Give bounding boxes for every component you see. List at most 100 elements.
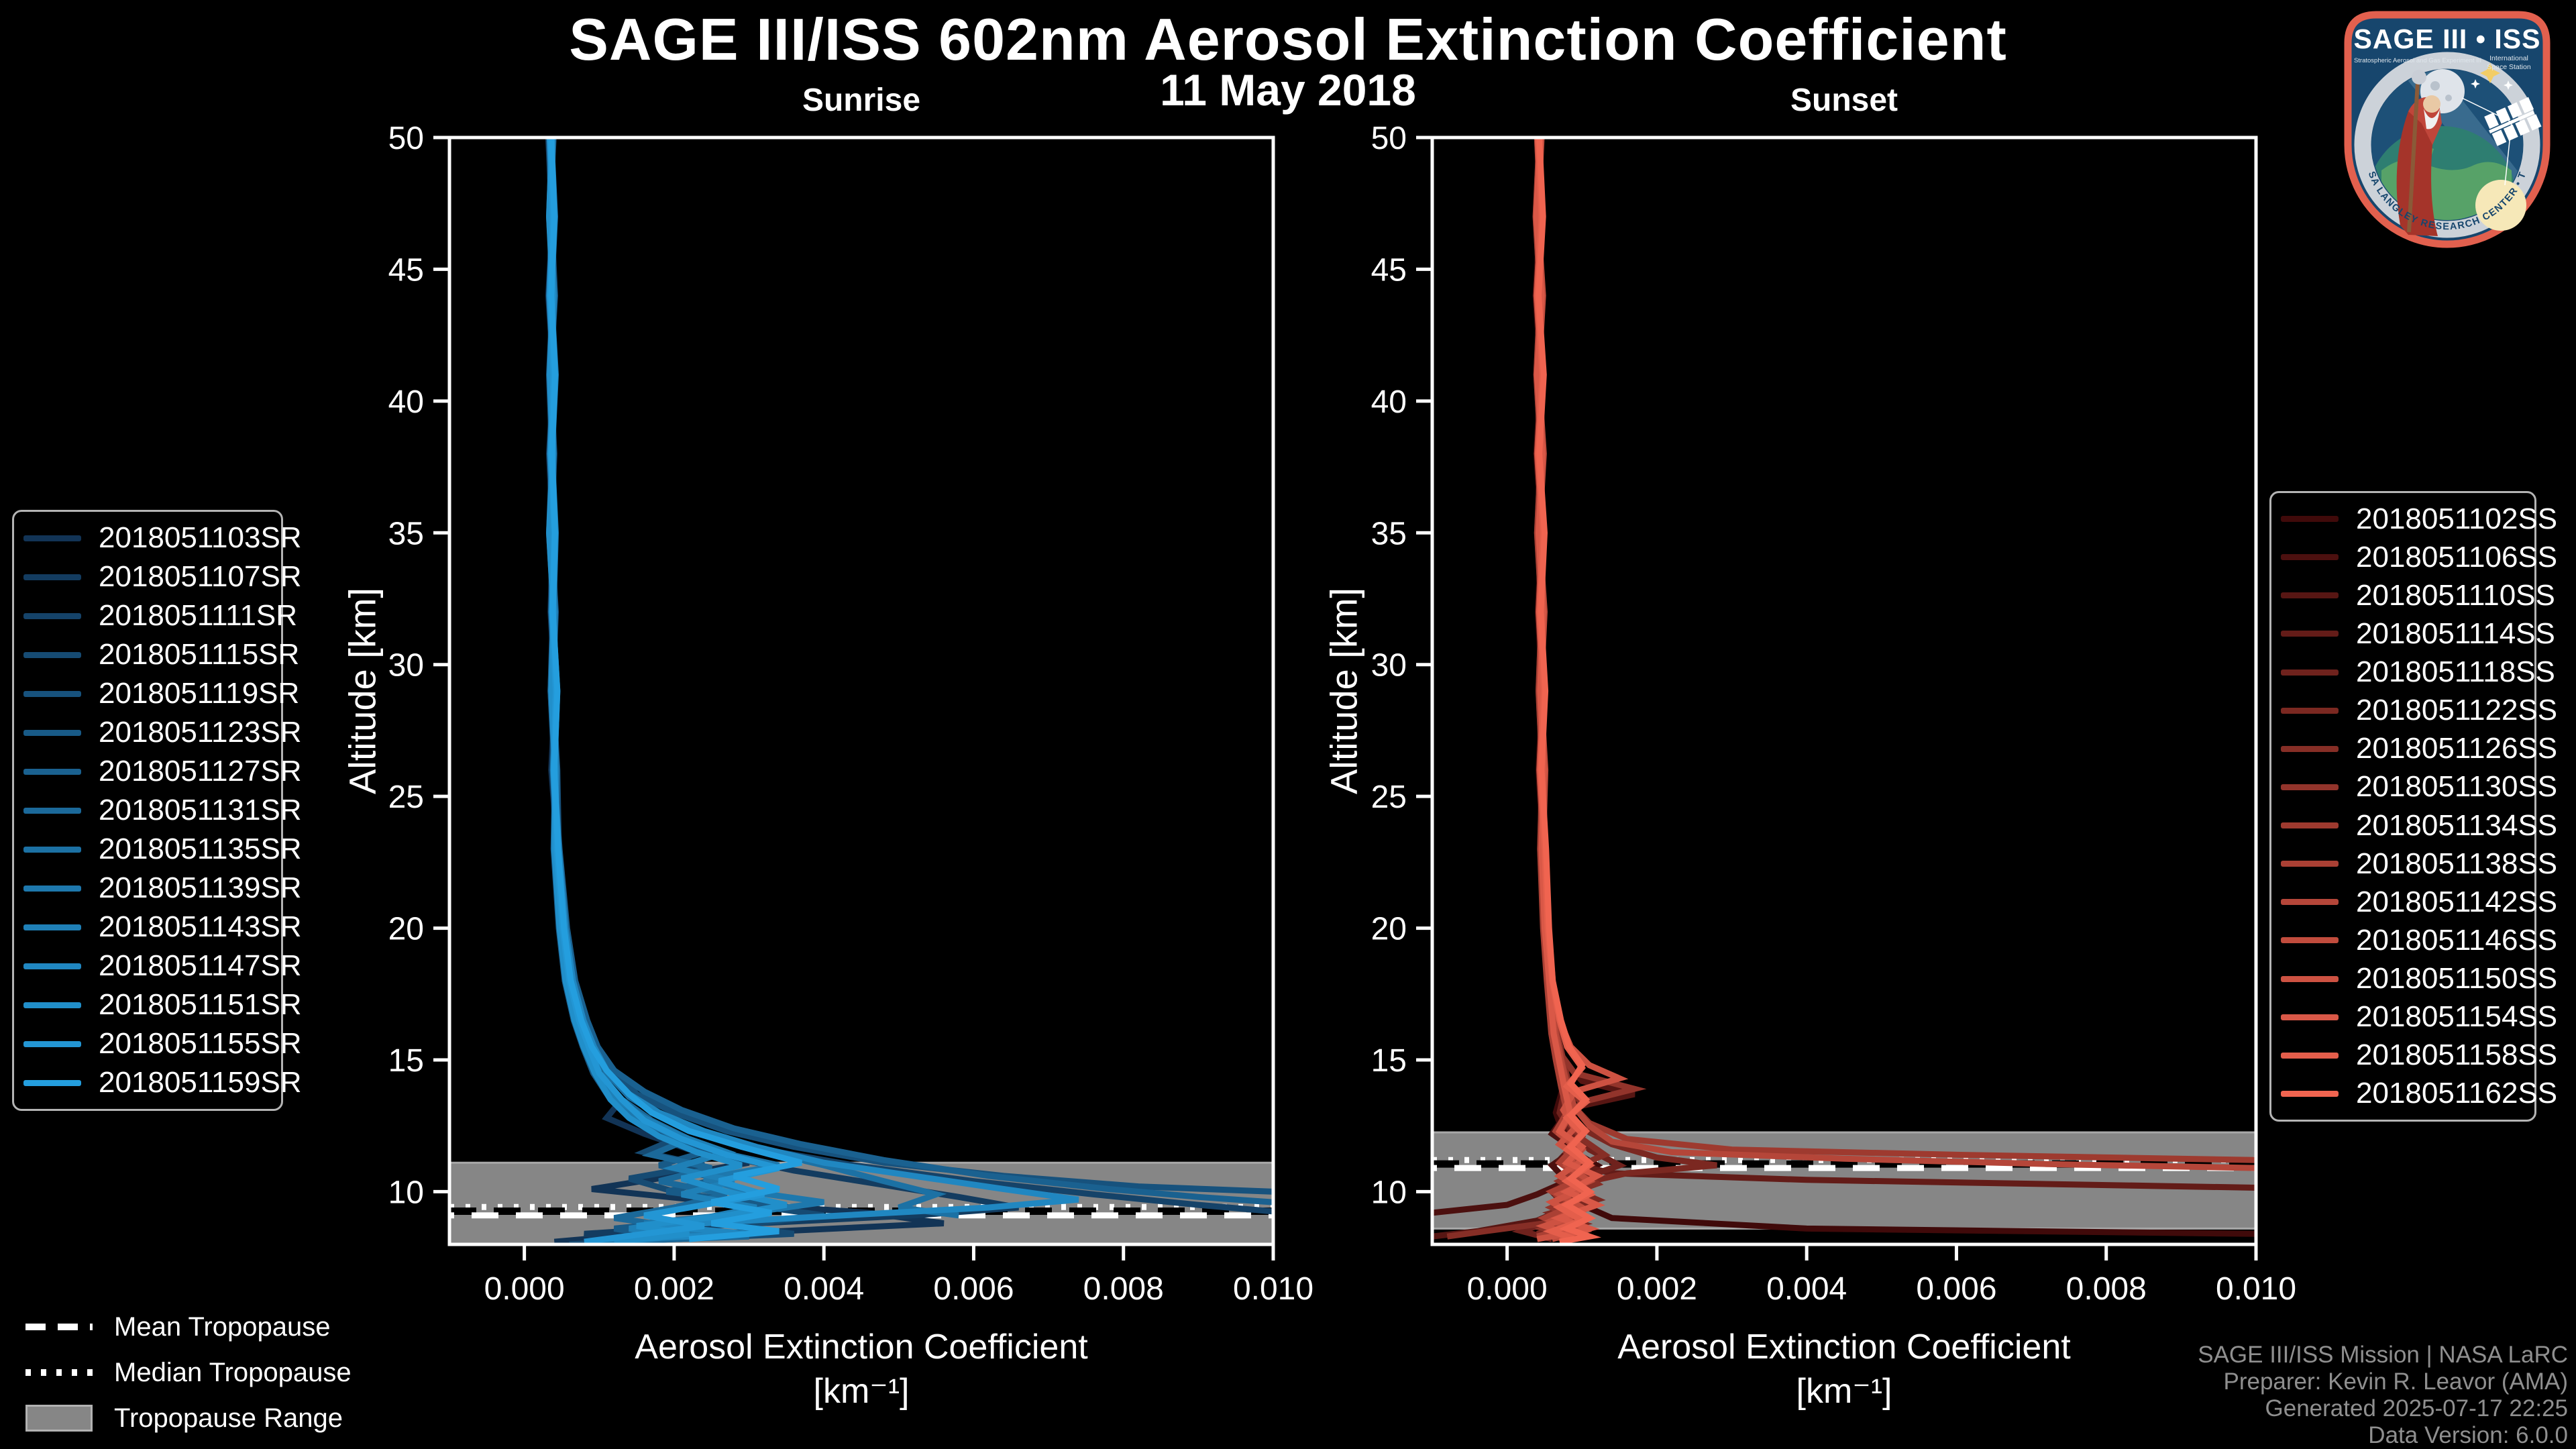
x-tick-label: 0.006 (933, 1271, 1014, 1307)
legend-swatch (23, 924, 81, 930)
iss-icon (2484, 97, 2542, 146)
y-tick-label: 10 (388, 1175, 424, 1210)
series-line (1535, 138, 1602, 1244)
legend-item: 2018051126SS (2281, 732, 2557, 765)
legend-swatch (2281, 554, 2339, 561)
legend-item: 2018051146SS (2281, 924, 2557, 957)
legend-label: 2018051111SR (99, 599, 298, 632)
legend-swatch (23, 574, 81, 580)
legend-label: 2018051122SS (2356, 694, 2558, 727)
panel-sunrise: 0.000 0.002 0.004 0.006 0.008 0.010 10 15 20 25 30… (388, 121, 1313, 1307)
series-line (1534, 138, 2256, 1163)
legend-swatch (2281, 861, 2339, 867)
sage-figure (2396, 70, 2442, 236)
legend-item: 2018051118SS (2281, 655, 2555, 689)
patch-title: SAGE III • ISS (2354, 23, 2541, 54)
legend-item: 2018051139SR (23, 871, 302, 905)
x-axis-unit-sunrise: [km⁻¹] (813, 1372, 910, 1411)
legend-sunset: 2018051102SS 2018051106SS 2018051110SS 2018… (2269, 491, 2557, 1122)
x-tick-label: 0.004 (784, 1271, 864, 1307)
legend-label: 2018051123SR (99, 716, 302, 749)
y-tick-label: 25 (388, 780, 424, 815)
patch-subtitle: Stratospheric Aerosol and Gas Experiment… (2354, 57, 2481, 64)
footer-mission: SAGE III/ISS Mission | NASA LaRC (2198, 1342, 2568, 1368)
series-line (545, 138, 788, 1244)
legend-item: 2018051142SS (2281, 885, 2557, 919)
footer-generated: Generated 2025-07-17 22:25 (2265, 1395, 2568, 1421)
legend-label: 2018051150SS (2356, 962, 2558, 996)
series-line (1533, 138, 1647, 1240)
legend-item-tropopause-range: Tropopause Range (25, 1403, 352, 1433)
figure-date: 11 May 2018 (1160, 65, 1416, 115)
tropopause-legend: Mean Tropopause Median Tropopause Tropop… (25, 1312, 352, 1433)
legend-swatch (2281, 1090, 2339, 1097)
x-tick-label: 0.008 (2066, 1271, 2147, 1307)
legend-swatch (23, 690, 81, 697)
legend-item: 2018051154SS (2281, 1000, 2557, 1034)
legend-item: 2018051131SR (23, 794, 302, 827)
legend-label: 2018051151SR (99, 988, 302, 1021)
panel-title-sunrise: Sunrise (802, 83, 921, 118)
x-tick-label: 0.002 (1617, 1271, 1697, 1307)
series-line (1532, 138, 2256, 1237)
legend-item: 2018051102SS (2281, 502, 2557, 536)
legend-sunrise: 2018051103SR 2018051107SR 2018051111SR 2018… (12, 510, 302, 1111)
legend-swatch (2281, 1052, 2339, 1059)
legend-label: 2018051138SS (2356, 847, 2558, 880)
legend-swatch (2281, 707, 2339, 714)
legend-swatch (2281, 784, 2339, 790)
legend-swatch (23, 963, 81, 969)
series-line (1533, 138, 2256, 1171)
credits-footer: SAGE III/ISS Mission | NASA LaRC Prepare… (2198, 1342, 2568, 1449)
legend-item: 2018051158SS (2281, 1038, 2557, 1072)
legend-label: 2018051154SS (2356, 1000, 2558, 1034)
legend-item: 2018051155SR (23, 1027, 302, 1061)
legend-label: 2018051146SS (2356, 923, 2558, 957)
legend-swatch (2281, 975, 2339, 982)
legend-swatch (2281, 516, 2339, 523)
x-tick-label: 0.006 (1916, 1271, 1996, 1307)
sun (2475, 180, 2526, 231)
legend-item-median-tropopause: Median Tropopause (25, 1358, 352, 1387)
series-line (547, 138, 1273, 1205)
legend-swatch (2281, 822, 2339, 829)
legend-label: Median Tropopause (114, 1357, 352, 1387)
y-tick-label: 40 (388, 384, 424, 420)
footer-preparer: Preparer: Kevin R. Leavor (AMA) (2223, 1368, 2568, 1395)
x-axis-label-sunset: Aerosol Extinction Coefficient (1617, 1328, 2071, 1366)
legend-swatch (2281, 669, 2339, 676)
footer-data-version: Data Version: 6.0.0 (2368, 1422, 2568, 1448)
star-icon (2471, 79, 2480, 89)
y-tick-label: 20 (1371, 912, 1407, 947)
legend-label: 2018051134SS (2356, 808, 2558, 842)
series-line (545, 138, 773, 1244)
patch-ring (2354, 52, 2540, 238)
legend-item: 2018051107SR (23, 560, 302, 594)
legend-swatch (2281, 631, 2339, 637)
legend-label: 2018051130SS (2356, 770, 2558, 804)
star-icon (2480, 63, 2500, 83)
y-tick-label: 50 (1371, 121, 1407, 156)
legend-label: 2018051103SR (99, 521, 302, 554)
x-tick-label: 0.008 (1083, 1271, 1164, 1307)
legend-swatch (2281, 1014, 2339, 1020)
y-tick-label: 35 (388, 516, 424, 551)
legend-label: 2018051142SS (2356, 885, 2558, 918)
legend-item: 2018051115SR (23, 638, 299, 672)
y-axis-label-sunrise: Altitude [km] (341, 587, 384, 795)
legend-item: 2018051143SR (23, 910, 302, 944)
legend-label: Mean Tropopause (114, 1311, 331, 1342)
legend-label: 2018051110SS (2356, 578, 2555, 612)
y-tick-label: 10 (1371, 1175, 1407, 1210)
x-tick-label: 0.004 (1766, 1271, 1847, 1307)
series-line (547, 138, 780, 1244)
legend-item: 2018051134SS (2281, 809, 2557, 843)
y-tick-label: 15 (388, 1043, 424, 1079)
y-tick-label: 35 (1371, 516, 1407, 551)
legend-item: 2018051138SS (2281, 847, 2557, 881)
legend-item: 2018051150SS (2281, 962, 2557, 996)
range-patch-swatch (25, 1405, 93, 1432)
legend-label: 2018051127SR (99, 755, 302, 788)
series-line (547, 138, 1079, 1242)
